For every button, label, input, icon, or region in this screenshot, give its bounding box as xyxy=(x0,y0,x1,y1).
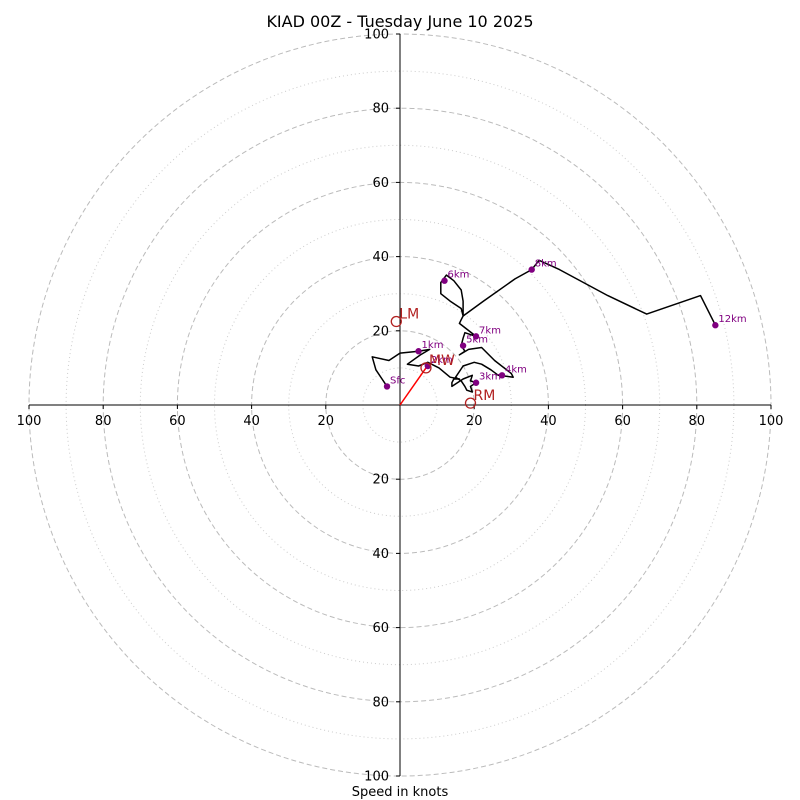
height-label-6km: 6km xyxy=(448,270,470,281)
tick-labels: 100 80 60 40 20 20 40 60 80 100 100 80 60 40 20 20 40 60 8… xyxy=(17,28,784,785)
storm-motion-rm xyxy=(464,397,477,409)
height-label-7km: 7km xyxy=(479,325,501,336)
x-tick-label: 80 xyxy=(95,414,112,429)
y-tick-label: 40 xyxy=(372,250,389,265)
height-label-sfc: Sfc xyxy=(390,375,405,386)
height-label-8km: 8km xyxy=(535,259,557,270)
x-tick-label: 20 xyxy=(466,414,483,429)
height-label-12km: 12km xyxy=(718,314,746,325)
mean-wind-vector xyxy=(399,367,427,406)
y-tick-label: 20 xyxy=(372,324,389,339)
y-tick-label: 80 xyxy=(372,695,389,710)
y-tick-label: 60 xyxy=(372,176,389,191)
x-tick-label: 40 xyxy=(243,414,260,429)
height-marker-4km xyxy=(498,372,506,379)
height-marker-6km xyxy=(441,277,448,284)
height-markers: Sfc 1km 2km 3km 4km 5km 6km 7km 8km 12km xyxy=(383,259,747,390)
storm-motion-lm xyxy=(390,315,402,328)
height-label-5km: 5km xyxy=(466,335,488,346)
storm-motion-mw xyxy=(420,362,432,374)
chart-title: KIAD 00Z - Tuesday June 10 2025 xyxy=(266,12,533,31)
x-tick-label: 80 xyxy=(689,414,706,429)
hodograph-line xyxy=(371,259,717,393)
y-tick-label: 100 xyxy=(364,28,389,43)
x-tick-label: 60 xyxy=(614,414,631,429)
x-tick-label: 40 xyxy=(540,414,557,429)
height-marker-3km xyxy=(472,379,480,386)
storm-label-lm: LM xyxy=(399,307,419,323)
height-marker-sfc xyxy=(383,383,391,390)
x-tick-label: 60 xyxy=(169,414,186,429)
height-label-2km: 2km xyxy=(431,355,453,366)
height-marker-5km xyxy=(459,342,467,349)
hodograph-series xyxy=(371,259,717,406)
height-label-3km: 3km xyxy=(479,372,501,383)
height-marker-8km xyxy=(528,266,535,273)
height-label-4km: 4km xyxy=(505,364,527,375)
storm-motions: LM MW RM xyxy=(390,307,495,409)
y-tick-label: 20 xyxy=(372,473,389,488)
height-marker-1km xyxy=(415,348,422,355)
height-marker-7km xyxy=(472,333,480,340)
height-marker-12km xyxy=(712,322,719,329)
storm-label-mw: MW xyxy=(429,353,455,369)
storm-label-rm: RM xyxy=(473,388,495,404)
y-tick-label: 100 xyxy=(364,770,389,785)
x-axis-label: Speed in knots xyxy=(352,785,449,800)
x-tick-label: 100 xyxy=(759,414,784,429)
y-tick-label: 60 xyxy=(372,621,389,636)
y-tick-label: 80 xyxy=(372,102,389,117)
x-tick-label: 20 xyxy=(318,414,335,429)
x-tick-label: 100 xyxy=(17,414,42,429)
height-label-1km: 1km xyxy=(422,340,444,351)
y-tick-label: 40 xyxy=(372,547,389,562)
